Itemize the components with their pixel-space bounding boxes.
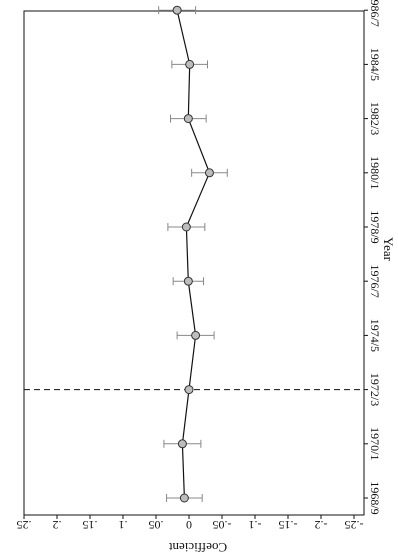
series-polyline [176, 10, 211, 499]
coef-tick-label: .25 [17, 518, 32, 532]
series-line [176, 10, 211, 499]
coef-tick-label: -.2 [315, 518, 328, 532]
data-point [191, 330, 201, 340]
coef-tick-label: -.1 [249, 518, 262, 532]
data-point [179, 493, 189, 503]
x-axis-title: Year [381, 237, 396, 262]
data-point [183, 276, 193, 286]
coef-tick-label: .15 [83, 518, 98, 532]
data-point [184, 385, 194, 395]
year-tick-label: 1968/9 [368, 481, 382, 514]
coef-tick-label: .1 [119, 518, 128, 532]
year-tick-label: 1970/1 [368, 427, 382, 460]
plot-frame [23, 10, 365, 516]
coef-tick-label: -.05 [213, 518, 232, 532]
year-tick-label: 1982/3 [368, 102, 382, 135]
y-axis-title: Coefficient [168, 540, 227, 555]
coef-tick-label: .2 [53, 518, 62, 532]
year-tick-label: 1976/7 [368, 265, 382, 298]
year-tick-label: 1972/3 [368, 373, 382, 406]
coef-tick-label: .05 [149, 518, 164, 532]
year-tick-label: 1978/9 [368, 210, 382, 243]
series-markers [172, 5, 214, 503]
coef-tick-label: -.15 [279, 518, 298, 532]
coefficient-axis-ticks: .25 .2 .15 .1 .05 0 -.05 -.1 -.15 -.2 -.25 [17, 515, 364, 532]
data-point [177, 439, 187, 449]
year-tick-label: 1980/1 [368, 156, 382, 189]
coef-tick-label: 0 [186, 518, 192, 532]
data-point [204, 168, 214, 178]
year-tick-label: 1984/5 [368, 48, 382, 81]
data-point [185, 59, 195, 69]
year-axis-ticks: 1968/9 1970/1 1972/3 1974/5 1976/7 1978/9 1980… [364, 0, 382, 515]
year-tick-label: 1974/5 [368, 319, 382, 352]
confidence-intervals [158, 6, 228, 502]
year-tick-label: 1986/7 [368, 0, 382, 27]
data-point [181, 222, 191, 232]
coef-tick-label: -.25 [345, 518, 364, 532]
data-point [183, 114, 193, 124]
data-point [172, 5, 182, 15]
